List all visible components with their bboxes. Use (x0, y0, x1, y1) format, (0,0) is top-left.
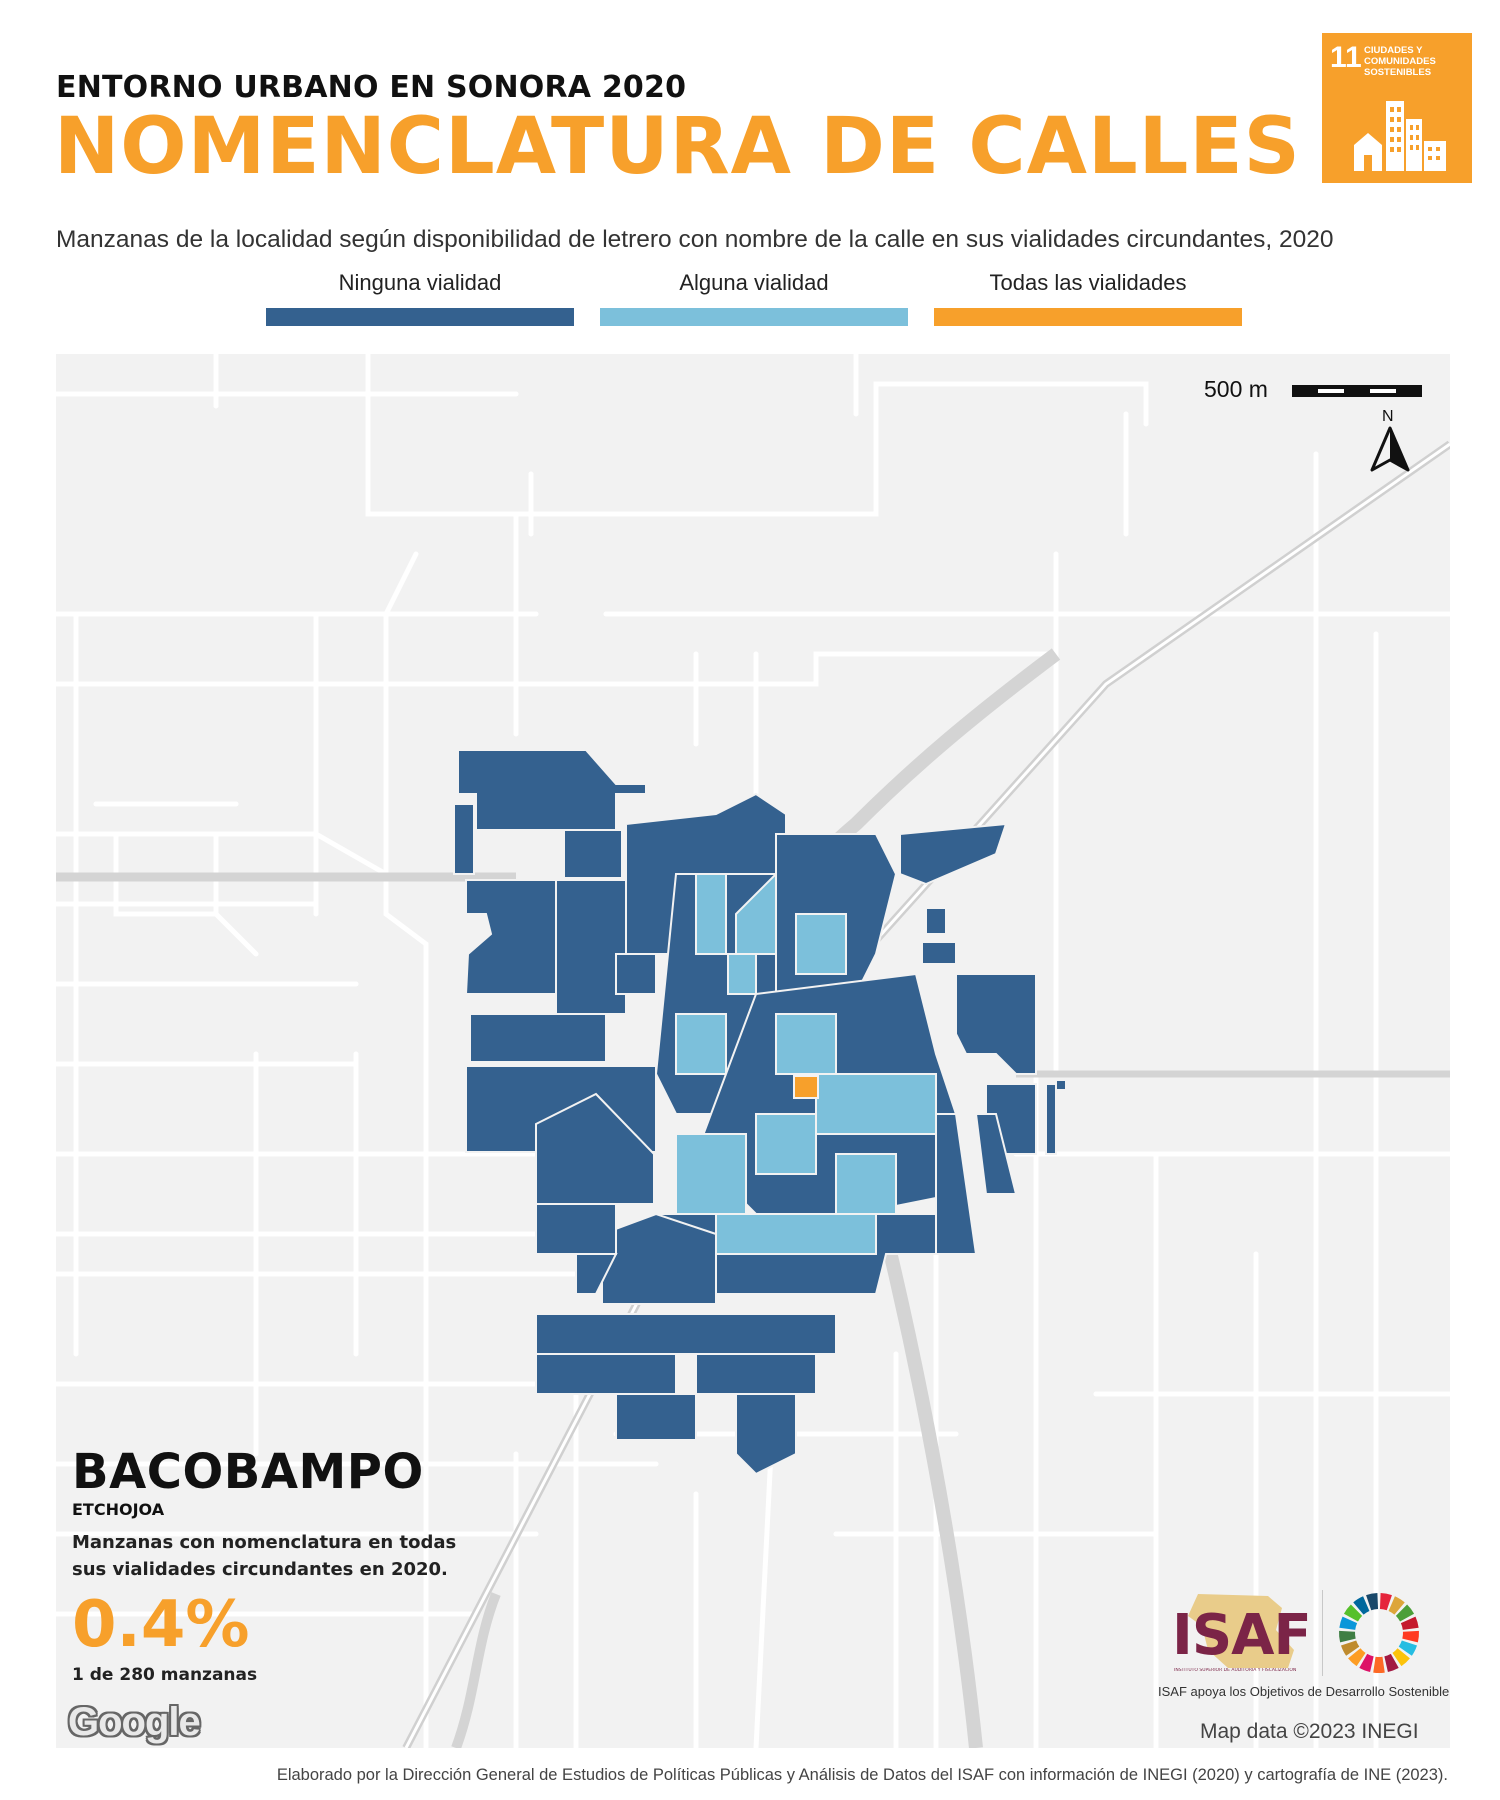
block (1045, 1083, 1057, 1155)
legend-swatch (266, 308, 574, 326)
legend-label: Ninguna vialidad (338, 270, 502, 295)
block (453, 803, 475, 875)
block (925, 907, 947, 935)
legend-swatch (600, 308, 908, 326)
block (535, 1203, 617, 1255)
logo-divider (1322, 1590, 1323, 1676)
block (535, 1353, 677, 1395)
municipality-name: ETCHOJOA (72, 1500, 165, 1519)
sdg-wheel-segment (1373, 1656, 1385, 1673)
block (535, 1092, 655, 1205)
sdg-wheel-segment (1343, 1604, 1363, 1622)
map-attribution: Map data ©2023 INEGI (1200, 1720, 1419, 1743)
block (457, 749, 647, 831)
block (615, 1393, 697, 1441)
north-label: N (1382, 408, 1394, 425)
block-todas (793, 1075, 819, 1099)
sonora-map-icon (1188, 1594, 1294, 1668)
isaf-wordmark: ISAF (1172, 1603, 1312, 1668)
north-arrow-icon (1370, 426, 1410, 472)
map-canvas (56, 354, 1450, 1748)
sdg-wheel-segment (1384, 1653, 1399, 1672)
sdg-wheel-segment (1395, 1604, 1415, 1622)
scale-bar (1292, 385, 1422, 397)
sdg-wheel-icon (1339, 1593, 1419, 1673)
google-logo: Google (68, 1700, 201, 1744)
legend-item-ninguna: Ninguna vialidad (266, 270, 574, 330)
block (935, 1113, 978, 1255)
sdg-wheel-segment (1340, 1640, 1360, 1656)
page-title: NOMENCLATURA DE CALLES (54, 102, 1301, 192)
block (601, 1212, 717, 1305)
highway-southwest (451, 1592, 501, 1748)
locality-name: BACOBAMPO (72, 1444, 424, 1500)
kicker-title: ENTORNO URBANO EN SONORA 2020 (56, 70, 687, 105)
sdg-11-badge: 11 CIUDADES Y COMUNIDADES SOSTENIBLES (1322, 33, 1472, 183)
isaf-caption: ISAF apoya los Objetivos de Desarrollo S… (1158, 1684, 1450, 1699)
scale-label: 500 m (1204, 376, 1268, 402)
sdg-wheel-segment (1392, 1648, 1410, 1667)
sdg-wheel-segment (1359, 1653, 1374, 1672)
sdg-label: CIUDADES Y COMUNIDADES SOSTENIBLES (1364, 45, 1436, 78)
minor-roads (56, 354, 1450, 1748)
sdg-wheel-segment (1388, 1596, 1405, 1615)
block (921, 941, 957, 965)
locality-description: Manzanas con nomenclatura en todas sus v… (72, 1532, 457, 1580)
legend: Ninguna vialidad Alguna vialidad Todas l… (266, 270, 1242, 330)
legend-label: Todas las vialidades (989, 270, 1187, 295)
block (735, 1393, 797, 1476)
city-buildings-icon (1354, 101, 1446, 171)
percent-value: 0.4% (72, 1588, 250, 1662)
block (575, 1253, 618, 1295)
block (795, 913, 847, 975)
block (974, 1113, 1018, 1195)
north-arrow: N (1368, 408, 1412, 474)
block (775, 1013, 837, 1075)
locality-summary: BACOBAMPO ETCHOJOA Manzanas con nomencla… (72, 1448, 512, 1685)
sdg-wheel-segment (1339, 1630, 1356, 1643)
sdg-wheel-segment (1348, 1648, 1366, 1667)
legend-label: Alguna vialidad (679, 270, 829, 295)
footer-credits: Elaborado por la Dirección General de Es… (276, 1766, 1448, 1784)
legend-item-alguna: Alguna vialidad (600, 270, 908, 330)
sdg-number: 11 (1330, 41, 1362, 74)
sdg-wheel-segment (1339, 1616, 1358, 1630)
block-count: 1 de 280 manzanas (72, 1665, 258, 1685)
block (615, 953, 657, 995)
legend-swatch (934, 308, 1242, 326)
sdg-wheel-segment (1400, 1616, 1419, 1630)
block (469, 1013, 607, 1063)
isaf-fullname: INSTITUTO SUPERIOR DE AUDITORÍA Y FISCAL… (1174, 1668, 1297, 1673)
block (815, 1073, 937, 1135)
block (675, 1013, 727, 1075)
block (835, 1153, 897, 1215)
sdg-wheel-segment (1379, 1593, 1392, 1611)
block (563, 829, 623, 879)
sdg-wheel-segment (1402, 1630, 1419, 1643)
legend-item-todas: Todas las vialidades (934, 270, 1242, 330)
block (675, 1133, 747, 1215)
block (1055, 1079, 1067, 1091)
sdg-wheel-segment (1366, 1593, 1379, 1611)
block (555, 879, 627, 1015)
sdg-wheel-segment (1353, 1596, 1370, 1615)
block (695, 873, 727, 955)
block (955, 973, 1037, 1075)
block (695, 1353, 817, 1395)
sdg-wheel-segment (1398, 1640, 1418, 1656)
subtitle: Manzanas de la localidad según disponibi… (56, 226, 1334, 253)
town-blocks (453, 749, 1067, 1476)
block (727, 953, 757, 995)
block (755, 1113, 817, 1175)
block (899, 822, 1008, 886)
block (715, 1213, 877, 1255)
isaf-logo: ISAF INSTITUTO SUPERIOR DE AUDITORÍA Y F… (1158, 1590, 1450, 1700)
map[interactable] (56, 354, 1450, 1748)
